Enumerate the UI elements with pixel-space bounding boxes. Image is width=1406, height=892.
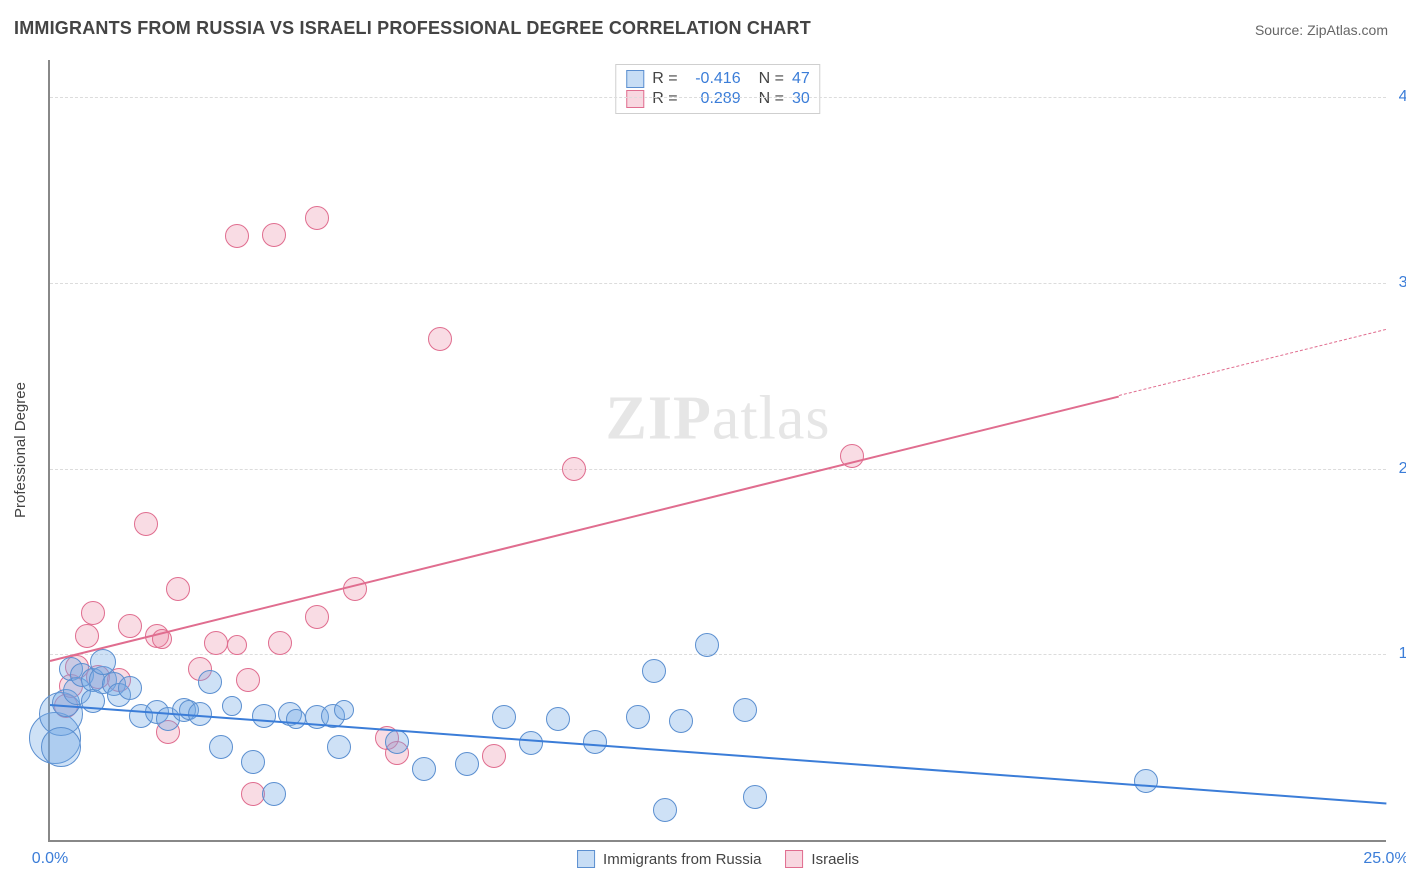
- y-tick-label: 30.0%: [1399, 274, 1406, 292]
- r-label: R =: [652, 70, 677, 88]
- y-tick-label: 40.0%: [1399, 88, 1406, 106]
- data-point: [519, 731, 543, 755]
- series-legend-blue: Immigrants from Russia: [577, 850, 761, 868]
- data-point: [241, 750, 265, 774]
- stats-legend-row-pink: R = 0.289 N = 30: [626, 89, 809, 109]
- swatch-blue-icon: [577, 850, 595, 868]
- series-label: Immigrants from Russia: [603, 851, 761, 868]
- n-value: 47: [792, 70, 810, 88]
- gridline: [50, 654, 1386, 655]
- data-point: [733, 698, 757, 722]
- gridline: [50, 283, 1386, 284]
- data-point: [118, 676, 142, 700]
- data-point: [327, 735, 351, 759]
- stats-legend-row-blue: R = -0.416 N = 47: [626, 69, 809, 89]
- data-point: [204, 631, 228, 655]
- data-point: [227, 635, 247, 655]
- chart-title: IMMIGRANTS FROM RUSSIA VS ISRAELI PROFES…: [14, 18, 811, 39]
- data-point: [626, 705, 650, 729]
- data-point: [562, 457, 586, 481]
- data-point: [134, 512, 158, 536]
- data-point: [90, 649, 116, 675]
- data-point: [642, 659, 666, 683]
- data-point: [583, 730, 607, 754]
- swatch-blue-icon: [626, 70, 644, 88]
- n-label: N =: [759, 90, 784, 108]
- swatch-pink-icon: [626, 90, 644, 108]
- data-point: [695, 633, 719, 657]
- gridline: [50, 97, 1386, 98]
- data-point: [669, 709, 693, 733]
- n-label: N =: [759, 70, 784, 88]
- series-legend-pink: Israelis: [785, 850, 859, 868]
- data-point: [222, 696, 242, 716]
- x-tick-label: 25.0%: [1363, 850, 1406, 868]
- data-point: [209, 735, 233, 759]
- y-axis-title: Professional Degree: [12, 382, 29, 518]
- data-point: [334, 700, 354, 720]
- data-point: [1134, 769, 1158, 793]
- series-legend: Immigrants from Russia Israelis: [577, 850, 859, 868]
- data-point: [482, 744, 506, 768]
- data-point: [75, 624, 99, 648]
- chart-container: IMMIGRANTS FROM RUSSIA VS ISRAELI PROFES…: [0, 0, 1406, 892]
- data-point: [653, 798, 677, 822]
- data-point: [236, 668, 260, 692]
- gridline: [50, 469, 1386, 470]
- data-point: [428, 327, 452, 351]
- trend-line: [50, 395, 1119, 661]
- y-tick-label: 20.0%: [1399, 460, 1406, 478]
- stats-legend: R = -0.416 N = 47 R = 0.289 N = 30: [615, 64, 820, 114]
- data-point: [286, 709, 306, 729]
- data-point: [81, 601, 105, 625]
- r-value: 0.289: [686, 90, 741, 108]
- data-point: [305, 206, 329, 230]
- data-point: [492, 705, 516, 729]
- series-label: Israelis: [811, 851, 859, 868]
- data-point: [262, 782, 286, 806]
- data-point: [262, 223, 286, 247]
- data-point: [225, 224, 249, 248]
- data-point: [198, 670, 222, 694]
- data-point: [385, 730, 409, 754]
- swatch-pink-icon: [785, 850, 803, 868]
- data-point: [743, 785, 767, 809]
- r-value: -0.416: [686, 70, 741, 88]
- data-point: [412, 757, 436, 781]
- data-point: [305, 605, 329, 629]
- source-label: Source: ZipAtlas.com: [1255, 22, 1388, 38]
- data-point: [268, 631, 292, 655]
- x-tick-label: 0.0%: [32, 850, 68, 868]
- r-label: R =: [652, 90, 677, 108]
- data-point: [343, 577, 367, 601]
- trend-line-extrapolated: [1119, 329, 1386, 396]
- data-point: [118, 614, 142, 638]
- data-point: [166, 577, 190, 601]
- y-tick-label: 10.0%: [1399, 645, 1406, 663]
- watermark: ZIPatlas: [606, 383, 831, 454]
- data-point: [455, 752, 479, 776]
- data-point: [546, 707, 570, 731]
- plot-area: ZIPatlas R = -0.416 N = 47 R = 0.289 N =…: [48, 60, 1386, 842]
- data-point: [252, 704, 276, 728]
- data-point: [41, 727, 81, 767]
- n-value: 30: [792, 90, 810, 108]
